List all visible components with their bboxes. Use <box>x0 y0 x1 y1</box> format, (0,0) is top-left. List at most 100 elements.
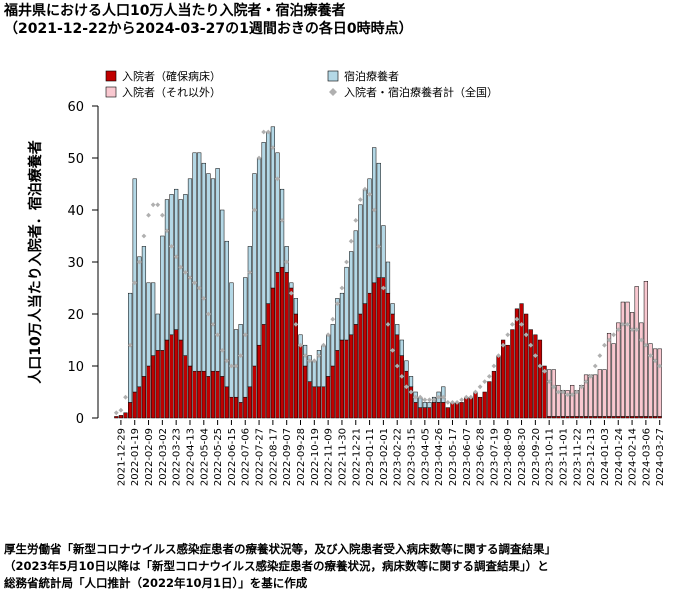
point <box>574 389 580 395</box>
bar-segment <box>275 272 280 419</box>
bar-segment <box>339 339 345 419</box>
x-tick-label: 2023-09-20 <box>531 428 542 486</box>
bar-segment <box>321 386 326 419</box>
point <box>233 363 239 369</box>
x-tick-label: 2022-09-07 <box>282 428 293 486</box>
legend-swatch <box>105 70 117 82</box>
point <box>496 353 501 358</box>
x-tick-label: 2022-08-17 <box>268 428 279 486</box>
bar-segment <box>210 178 216 372</box>
bar-segment <box>464 396 469 419</box>
bar-segment <box>210 370 216 419</box>
source-note: 厚生労働省「新型コロナウイルス感染症患者の療養状況等，及び入院患者受入病床数等に… <box>4 542 556 556</box>
x-tick-label: 2023-06-28 <box>476 428 487 486</box>
bar-segment <box>358 313 363 419</box>
bar-segment <box>339 292 345 341</box>
point <box>422 397 428 403</box>
bar-segment <box>349 334 354 419</box>
bar-segment <box>206 376 211 419</box>
bar-segment <box>537 339 543 419</box>
point <box>454 400 460 405</box>
bar-segment <box>344 266 349 341</box>
bar-segment <box>183 355 188 419</box>
bar-segment <box>399 339 404 356</box>
x-tick-label: 2023-04-05 <box>420 428 431 486</box>
bar-segment <box>233 396 239 419</box>
bar-segment <box>395 334 400 419</box>
y-tick-label: 50 <box>67 152 84 167</box>
x-tick-label: 2022-05-04 <box>199 428 210 486</box>
point <box>316 353 322 358</box>
point <box>588 374 594 379</box>
point <box>118 407 124 413</box>
bar-segment <box>252 365 257 419</box>
bar-segment <box>376 162 381 278</box>
point <box>344 259 349 265</box>
point <box>256 155 262 161</box>
bar-segment <box>385 261 391 294</box>
point <box>569 392 575 397</box>
bar-segment <box>197 370 202 419</box>
bar-segment <box>178 199 183 341</box>
point <box>215 332 221 338</box>
bar-segment <box>298 344 303 419</box>
bar-segment <box>307 355 312 382</box>
x-tick-label: 2022-10-19 <box>310 428 321 486</box>
bar-segment <box>381 225 386 278</box>
bar-segment <box>326 334 331 377</box>
x-tick-label: 2023-07-19 <box>489 428 500 486</box>
bar-segment <box>519 303 524 419</box>
bar-segment <box>330 324 335 367</box>
point <box>192 280 197 286</box>
point <box>146 212 151 218</box>
point <box>399 374 405 379</box>
x-tick-label: 2022-11-09 <box>324 428 335 486</box>
x-tick-label: 2022-12-21 <box>351 428 362 486</box>
bar-segment <box>413 402 418 419</box>
bar-segment <box>229 282 234 398</box>
bar-segment <box>629 312 635 417</box>
x-tick-label: 2023-11-22 <box>572 428 583 486</box>
x-tick-label: 2024-03-27 <box>655 428 666 486</box>
point <box>459 397 465 403</box>
bar-segment <box>625 301 630 417</box>
bar-segment <box>224 240 229 388</box>
bar-segment <box>261 142 266 325</box>
x-tick-label: 2023-06-07 <box>462 428 473 486</box>
bar-segment <box>468 396 473 419</box>
bar-segment <box>275 152 280 273</box>
bar-segment <box>547 369 552 417</box>
bar-segment <box>330 365 335 419</box>
point <box>242 332 248 338</box>
bar-segment <box>206 173 211 377</box>
point <box>394 363 400 369</box>
bar-segment <box>381 277 386 419</box>
bar-segment <box>289 282 294 289</box>
point <box>519 322 524 327</box>
bar-segment <box>445 407 450 419</box>
point <box>546 379 552 384</box>
bar-segment <box>570 384 575 417</box>
x-tick-label: 2023-05-17 <box>448 428 459 486</box>
bar-segment <box>146 365 151 419</box>
bar-segment <box>639 322 644 417</box>
point <box>427 397 432 403</box>
bar-segment <box>510 329 515 419</box>
point <box>551 384 557 390</box>
bar-segment <box>648 343 653 417</box>
bar-segment <box>478 396 483 419</box>
legend-label: 入院者（それ以外） <box>122 85 221 99</box>
bar-segment <box>197 152 202 372</box>
bar-segment <box>187 365 193 419</box>
point <box>537 363 543 369</box>
point <box>123 394 128 400</box>
point <box>583 379 589 384</box>
x-tick-label: 2024-02-14 <box>628 428 639 486</box>
bar-segment <box>187 178 193 367</box>
y-axis-label: 人口10万人当たり入院者．宿泊療養者 <box>27 140 44 383</box>
x-tick-label: 2023-08-09 <box>503 428 514 486</box>
x-tick-label: 2024-01-03 <box>600 428 611 486</box>
point <box>450 400 455 405</box>
bar-segment <box>279 266 285 419</box>
legend-swatch <box>105 86 117 98</box>
